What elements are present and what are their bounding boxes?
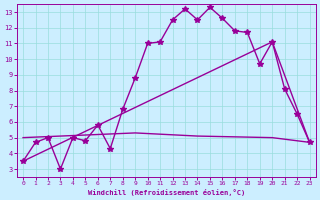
X-axis label: Windchill (Refroidissement éolien,°C): Windchill (Refroidissement éolien,°C) [88, 189, 245, 196]
